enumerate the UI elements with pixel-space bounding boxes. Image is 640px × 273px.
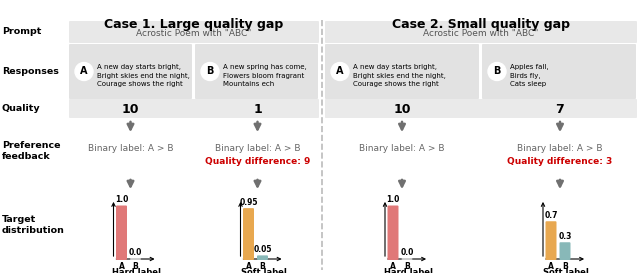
Text: Case 1. Large quality gap: Case 1. Large quality gap xyxy=(104,18,284,31)
Text: Preference
feedback: Preference feedback xyxy=(2,141,61,161)
Text: Acrostic Poem with "ABC": Acrostic Poem with "ABC" xyxy=(423,28,539,37)
Circle shape xyxy=(75,63,93,81)
Text: B: B xyxy=(562,262,568,271)
Text: 1.0: 1.0 xyxy=(387,195,400,204)
Text: Quality difference: 9: Quality difference: 9 xyxy=(205,157,310,166)
Text: Binary label: A > B: Binary label: A > B xyxy=(215,144,300,153)
Text: Binary label: A > B: Binary label: A > B xyxy=(88,144,173,153)
Text: 1.0: 1.0 xyxy=(115,195,128,204)
FancyBboxPatch shape xyxy=(325,21,637,43)
FancyBboxPatch shape xyxy=(559,242,570,260)
Text: Target
distribution: Target distribution xyxy=(2,215,65,235)
FancyBboxPatch shape xyxy=(69,99,319,118)
Text: B: B xyxy=(493,67,500,76)
Text: 0.3: 0.3 xyxy=(558,232,572,241)
Text: B: B xyxy=(206,67,214,76)
Text: Case 2. Small quality gap: Case 2. Small quality gap xyxy=(392,18,570,31)
Text: B: B xyxy=(132,262,138,271)
Text: 7: 7 xyxy=(556,103,564,116)
Text: Binary label: A > B: Binary label: A > B xyxy=(359,144,445,153)
Text: Hard label: Hard label xyxy=(383,268,433,273)
Text: 0.7: 0.7 xyxy=(544,211,557,220)
FancyBboxPatch shape xyxy=(482,44,636,99)
FancyBboxPatch shape xyxy=(69,44,192,99)
FancyBboxPatch shape xyxy=(545,221,557,260)
Text: A: A xyxy=(548,262,554,271)
Text: 1: 1 xyxy=(253,103,262,116)
Text: A: A xyxy=(390,262,396,271)
FancyBboxPatch shape xyxy=(325,99,637,118)
Text: Apples fall,
Birds fly,
Cats sleep: Apples fall, Birds fly, Cats sleep xyxy=(510,64,548,87)
Text: Binary label: A > B: Binary label: A > B xyxy=(517,144,603,153)
Text: 0.0: 0.0 xyxy=(129,248,142,257)
FancyBboxPatch shape xyxy=(116,206,127,260)
FancyBboxPatch shape xyxy=(130,258,141,260)
Text: B: B xyxy=(260,262,266,271)
Circle shape xyxy=(488,63,506,81)
FancyBboxPatch shape xyxy=(387,206,399,260)
FancyBboxPatch shape xyxy=(257,255,268,260)
Text: 0.95: 0.95 xyxy=(239,198,258,207)
Circle shape xyxy=(331,63,349,81)
FancyBboxPatch shape xyxy=(401,258,413,260)
Circle shape xyxy=(201,63,219,81)
FancyBboxPatch shape xyxy=(325,44,479,99)
Text: Hard label: Hard label xyxy=(112,268,161,273)
FancyBboxPatch shape xyxy=(69,21,319,43)
Text: A: A xyxy=(80,67,88,76)
Text: Quality: Quality xyxy=(2,104,40,113)
Text: Prompt: Prompt xyxy=(2,28,42,37)
Text: Acrostic Poem with "ABC": Acrostic Poem with "ABC" xyxy=(136,28,252,37)
Text: Soft label: Soft label xyxy=(241,268,287,273)
Text: 0.0: 0.0 xyxy=(400,248,413,257)
Text: A: A xyxy=(336,67,344,76)
Text: Responses: Responses xyxy=(2,67,59,76)
Text: A: A xyxy=(246,262,252,271)
Text: A: A xyxy=(118,262,124,271)
Text: A new day starts bright,
Bright skies end the night,
Courage shows the right: A new day starts bright, Bright skies en… xyxy=(353,64,446,87)
FancyBboxPatch shape xyxy=(243,208,254,260)
FancyBboxPatch shape xyxy=(195,44,318,99)
Text: A new spring has come,
Flowers bloom fragrant
Mountains ech: A new spring has come, Flowers bloom fra… xyxy=(223,64,307,87)
Text: A new day starts bright,
Bright skies end the night,
Courage shows the right: A new day starts bright, Bright skies en… xyxy=(97,64,190,87)
Text: 0.05: 0.05 xyxy=(253,245,272,254)
Text: 10: 10 xyxy=(122,103,140,116)
Text: Soft label: Soft label xyxy=(543,268,589,273)
Text: 10: 10 xyxy=(393,103,411,116)
Text: Quality difference: 3: Quality difference: 3 xyxy=(508,157,612,166)
Text: B: B xyxy=(404,262,410,271)
